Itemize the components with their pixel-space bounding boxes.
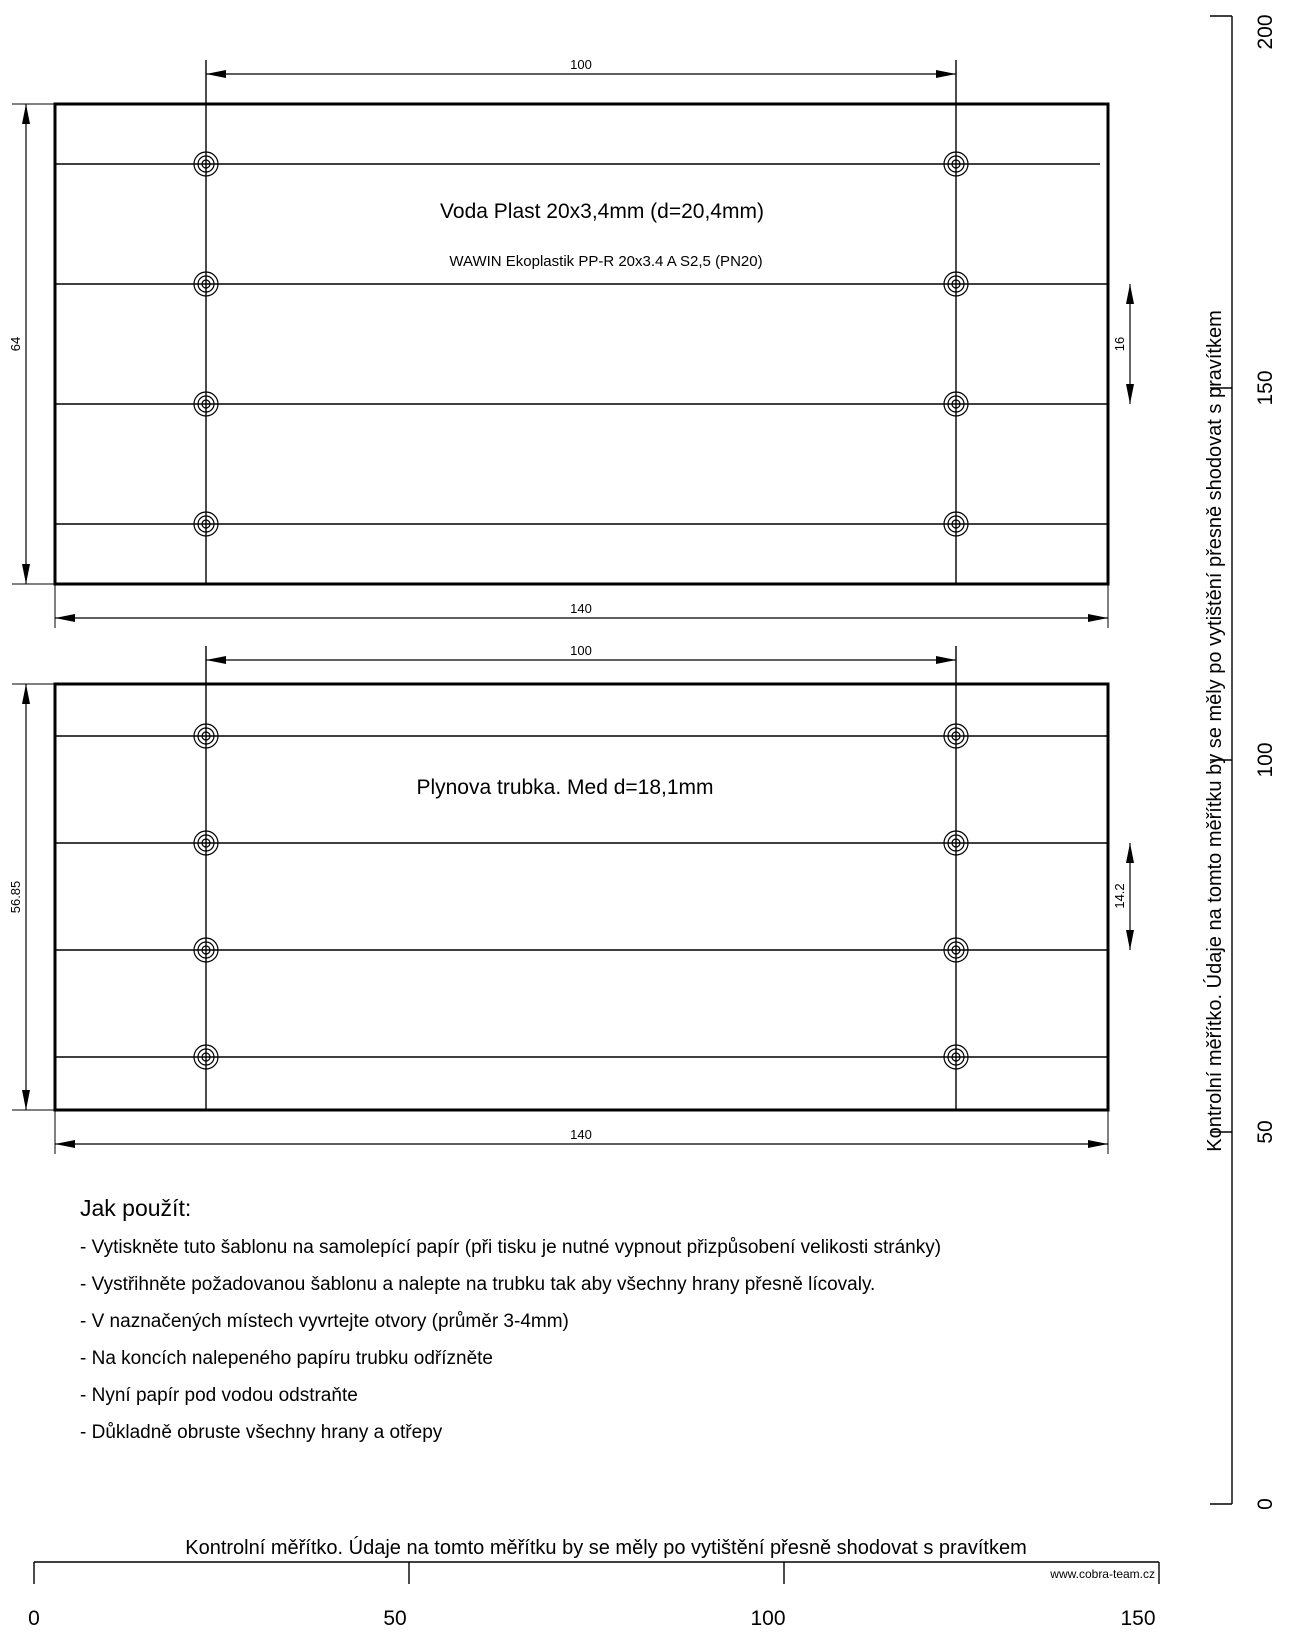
website-link[interactable]: www.cobra-team.cz bbox=[1049, 1567, 1155, 1581]
dimension-bottom-label: 140 bbox=[570, 1127, 592, 1142]
instructions-heading: Jak použít: bbox=[80, 1195, 192, 1221]
instruction-step: Na koncích nalepeného papíru trubku odří… bbox=[80, 1347, 1160, 1371]
dimension-right-label: 14.2 bbox=[1112, 883, 1127, 908]
template-2-title: Plynova trubka. Med d=18,1mm bbox=[416, 776, 713, 799]
scale-label: 50 bbox=[1254, 1120, 1277, 1143]
instruction-step: Vystřihněte požadovanou šablonu a nalept… bbox=[80, 1273, 1160, 1297]
scale-label: 0 bbox=[1254, 1498, 1277, 1510]
drill-hole-marker bbox=[193, 1044, 219, 1070]
instructions-list: Vytiskněte tuto šablonu na samolepící pa… bbox=[80, 1236, 1160, 1445]
scale-label: 50 bbox=[383, 1607, 406, 1630]
instruction-step: V naznačených místech vyvrtejte otvory (… bbox=[80, 1310, 1160, 1334]
instruction-step: Nyní papír pod vodou odstraňte bbox=[80, 1384, 1160, 1408]
scale-label: 150 bbox=[1254, 370, 1277, 405]
template-1-subtitle: WAWIN Ekoplastik PP-R 20x3.4 A S2,5 (PN2… bbox=[449, 253, 762, 270]
instructions-panel: Jak použít: Vytiskněte tuto šablonu na s… bbox=[80, 1195, 1160, 1458]
scale-label: 150 bbox=[1120, 1607, 1155, 1630]
dimension-left-label: 56.85 bbox=[8, 881, 23, 914]
drill-hole-marker bbox=[193, 391, 219, 417]
drill-hole-marker bbox=[943, 830, 969, 856]
vertical-control-scale: 0 50 100 150 200 Kontrolní měřítko. Údaj… bbox=[1203, 14, 1277, 1509]
template-2: 100 140 56.85 14.2 Plynova trubka. Med d… bbox=[8, 643, 1134, 1154]
scale-label: 0 bbox=[28, 1607, 40, 1630]
drill-hole-marker bbox=[193, 271, 219, 297]
drill-hole-marker bbox=[943, 1044, 969, 1070]
drill-hole-marker bbox=[943, 391, 969, 417]
template-2-outline bbox=[53, 682, 1110, 1112]
template-1-title: Voda Plast 20x3,4mm (d=20,4mm) bbox=[440, 200, 764, 223]
dimension-right-label: 16 bbox=[1112, 337, 1127, 351]
drill-hole-marker bbox=[193, 511, 219, 537]
drill-hole-marker bbox=[943, 511, 969, 537]
scale-label: 200 bbox=[1254, 14, 1277, 49]
instruction-step: Vytiskněte tuto šablonu na samolepící pa… bbox=[80, 1236, 1160, 1260]
scale-label: 100 bbox=[750, 1607, 785, 1630]
drill-hole-marker bbox=[943, 271, 969, 297]
scale-caption: Kontrolní měřítko. Údaje na tomto měřítk… bbox=[185, 1536, 1026, 1559]
horizontal-control-scale: Kontrolní měřítko. Údaje na tomto měřítk… bbox=[28, 1536, 1160, 1630]
scale-caption: Kontrolní měřítko. Údaje na tomto měřítk… bbox=[1203, 310, 1226, 1151]
drill-hole-marker bbox=[193, 723, 219, 749]
template-1: 100 140 64 16 Voda Plast 20x3,4mm (d=20,… bbox=[8, 57, 1134, 628]
dimension-top-label: 100 bbox=[570, 57, 592, 72]
dimension-left-label: 64 bbox=[8, 337, 23, 351]
drill-hole-marker bbox=[193, 151, 219, 177]
scale-label: 100 bbox=[1254, 742, 1277, 777]
dimension-top-label: 100 bbox=[570, 643, 592, 658]
instruction-step: Důkladně obruste všechny hrany a otřepy bbox=[80, 1421, 1160, 1445]
drill-hole-marker bbox=[943, 723, 969, 749]
dimension-bottom-label: 140 bbox=[570, 601, 592, 616]
drill-hole-marker bbox=[943, 937, 969, 963]
drill-hole-marker bbox=[193, 830, 219, 856]
drill-hole-marker bbox=[943, 151, 969, 177]
template-1-outline bbox=[53, 102, 1110, 586]
drill-hole-marker bbox=[193, 937, 219, 963]
